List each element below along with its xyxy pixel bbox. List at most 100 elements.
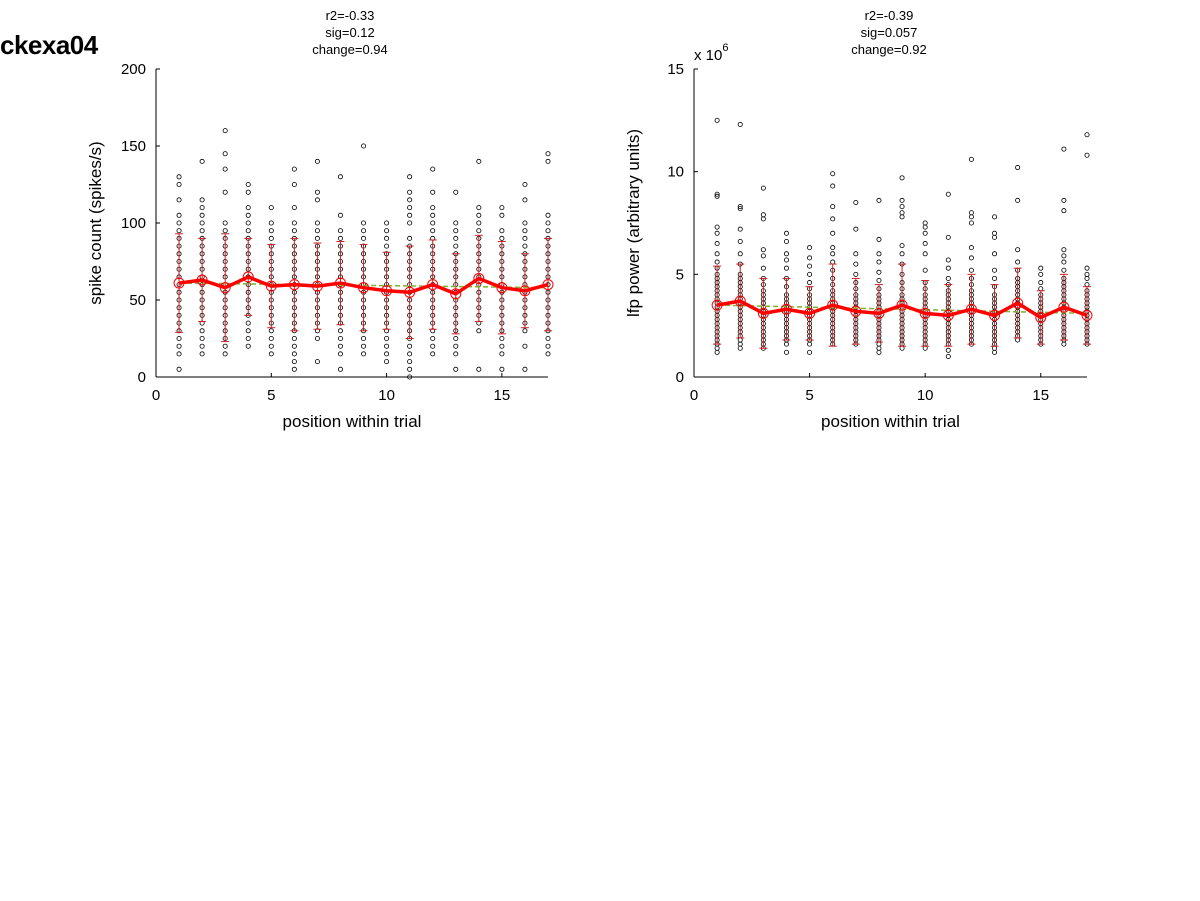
spike-data-point (176, 220, 182, 226)
spike-data-point (499, 343, 505, 349)
spike-data-point (337, 212, 343, 218)
lfp-x-tick-label: 0 (690, 387, 698, 404)
spike-data-point (176, 181, 182, 187)
lfp-data-point (760, 212, 766, 218)
lfp-data-point (992, 345, 998, 351)
lfp-data-point (830, 230, 836, 236)
spike-data-point (476, 220, 482, 226)
lfp-data-point (1061, 146, 1067, 152)
spike-data-point (222, 151, 228, 157)
spike-data-point (407, 189, 413, 195)
lfp-data-point (922, 241, 928, 247)
lfp-data-point (1038, 286, 1044, 292)
spike-data-point (268, 351, 274, 357)
spike-data-point (245, 205, 251, 211)
lfp-data-point (1084, 265, 1090, 271)
spike-data-point (337, 328, 343, 334)
spike-data-point (176, 366, 182, 372)
lfp-data-point (783, 257, 789, 263)
spike-data-point (476, 328, 482, 334)
spike-data-point (407, 374, 413, 380)
spike-data-point (268, 343, 274, 349)
spike-data-point (407, 343, 413, 349)
lfp-data-point (1084, 275, 1090, 281)
spike-data-point (499, 351, 505, 357)
lfp-data-point (807, 245, 813, 251)
lfp-y-tick-label: 5 (676, 266, 684, 283)
lfp-data-point (968, 245, 974, 251)
lfp-mean-line (716, 299, 1088, 320)
lfp-mean-marker (780, 303, 792, 315)
spike-data-point (268, 220, 274, 226)
left-r2-stat: r2=-0.33 (325, 8, 375, 23)
left-panel-stats: r2=-0.33 sig=0.12 change=0.94 (250, 7, 450, 58)
spike-data-point (314, 189, 320, 195)
spike-data-point (314, 228, 320, 234)
spike-data-point (522, 243, 528, 249)
lfp-data-point (992, 214, 998, 220)
lfp-mean-marker (919, 307, 931, 319)
spike-data-point (222, 343, 228, 349)
spike-y-tick-label: 0 (138, 369, 146, 386)
lfp-data-point (853, 251, 859, 257)
spike-data-point (384, 243, 390, 249)
spike-data-point (430, 220, 436, 226)
spike-data-point (545, 220, 551, 226)
spike-data-point (337, 343, 343, 349)
right-panel-stats: r2=-0.39 sig=0.057 change=0.92 (789, 7, 989, 58)
lfp-data-point (899, 345, 905, 351)
spike-data-point (430, 212, 436, 218)
spike-data-point (499, 235, 505, 241)
spike-data-point (314, 158, 320, 164)
lfp-data-point (783, 349, 789, 355)
spike-data-point (430, 189, 436, 195)
spike-data-point (384, 343, 390, 349)
lfp-data-point (1015, 259, 1021, 265)
spike-data-point (430, 335, 436, 341)
spike-mean-line (178, 275, 549, 296)
spike-data-point (268, 235, 274, 241)
lfp-scale-note: x 106 (694, 42, 728, 64)
lfp-data-point (807, 271, 813, 277)
spike-mean-marker (358, 282, 370, 294)
spike-mean-marker (242, 271, 254, 283)
lfp-data-point (1038, 271, 1044, 277)
lfp-data-point (737, 206, 743, 212)
lfp-data-point (760, 265, 766, 271)
spike-data-point (499, 228, 505, 234)
lfp-data-point (992, 251, 998, 257)
spike-data-point (199, 220, 205, 226)
lfp-data-point (783, 238, 789, 244)
spike-data-point (499, 205, 505, 211)
spike-data-point (545, 335, 551, 341)
spike-data-point (176, 174, 182, 180)
spike-data-point (268, 205, 274, 211)
spike-data-point (245, 328, 251, 334)
spike-data-point (499, 366, 505, 372)
spike-data-point (430, 343, 436, 349)
lfp-data-point (876, 236, 882, 242)
spike-data-point (199, 335, 205, 341)
lfp-data-point (1015, 247, 1021, 253)
lfp-data-point (945, 275, 951, 281)
spike-data-point (245, 212, 251, 218)
spike-y-tick-label: 150 (121, 138, 146, 155)
spike-data-point (337, 351, 343, 357)
lfp-data-point (968, 214, 974, 220)
lfp-y-tick-label: 10 (667, 164, 684, 181)
lfp-data-point (830, 251, 836, 257)
lfp-data-point (876, 345, 882, 351)
lfp-data-point (853, 261, 859, 267)
spike-data-point (384, 351, 390, 357)
spike-data-point (268, 328, 274, 334)
lfp-data-point (714, 193, 720, 199)
lfp-mean-marker (804, 307, 816, 319)
spike-mean-marker (450, 288, 462, 300)
spike-data-point (545, 343, 551, 349)
lfp-data-point (760, 216, 766, 222)
lfp-data-point (737, 341, 743, 347)
spike-data-point (407, 359, 413, 365)
lfp-mean-marker (873, 307, 885, 319)
lfp-data-point (714, 191, 720, 197)
spike-data-point (291, 228, 297, 234)
